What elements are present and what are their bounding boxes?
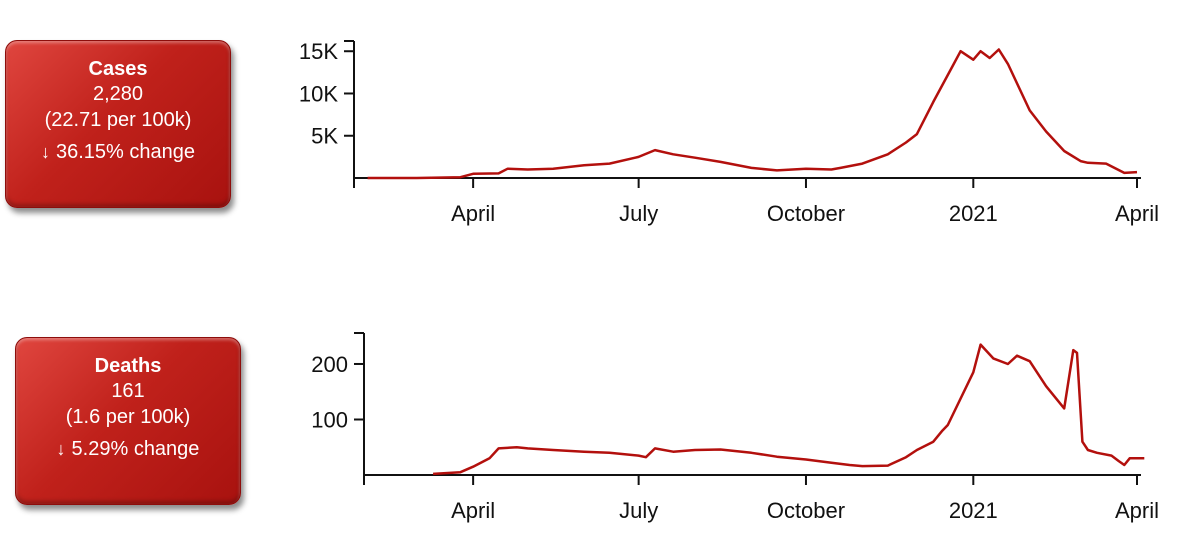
down-arrow-icon: ↓ [56, 439, 66, 459]
cases-y-tick-label: 15K [299, 39, 338, 64]
cases-x-tick-label: 2021 [949, 201, 998, 226]
cases-x-tick-label: April [451, 201, 495, 226]
cases-x-tick-label: October [767, 201, 845, 226]
cases-chart: 5K 10K 15K April July October 2021 April [299, 39, 1159, 226]
deaths-chart: 100 200 April July October 2021 April [311, 332, 1159, 523]
deaths-card: Deaths 161 (1.6 per 100k) ↓ 5.29% change [15, 337, 241, 505]
deaths-change-label: 5.29% change [71, 438, 200, 460]
down-arrow-icon: ↓ [40, 142, 50, 162]
deaths-x-tick-label: April [1115, 498, 1159, 523]
cases-y-tick-label: 5K [311, 124, 338, 149]
deaths-rate: (1.6 per 100k) [65, 406, 191, 428]
cases-x-tick-label: April [1115, 201, 1159, 226]
cases-title: Cases [88, 58, 148, 80]
cases-value: 2,280 [92, 83, 144, 105]
cases-series-line [367, 48, 1138, 180]
deaths-y-tick-label: 100 [311, 407, 348, 432]
deaths-y-tick-label: 200 [311, 352, 348, 377]
cases-change-label: 36.15% change [55, 141, 195, 163]
deaths-x-tick-label: July [619, 498, 658, 523]
cases-rate: (22.71 per 100k) [44, 109, 192, 131]
cases-change: ↓ 36.15% change [6, 139, 230, 165]
cases-x-tick-label: July [619, 201, 658, 226]
cases-y-tick-label: 10K [299, 81, 338, 106]
deaths-title: Deaths [94, 355, 162, 377]
deaths-x-tick-label: October [767, 498, 845, 523]
deaths-x-tick-label: April [451, 498, 495, 523]
cases-card: Cases 2,280 (22.71 per 100k) ↓ 36.15% cha… [5, 40, 231, 208]
deaths-series-line [433, 343, 1145, 476]
deaths-value: 161 [111, 380, 145, 402]
deaths-x-tick-label: 2021 [949, 498, 998, 523]
deaths-change: ↓ 5.29% change [16, 436, 240, 462]
